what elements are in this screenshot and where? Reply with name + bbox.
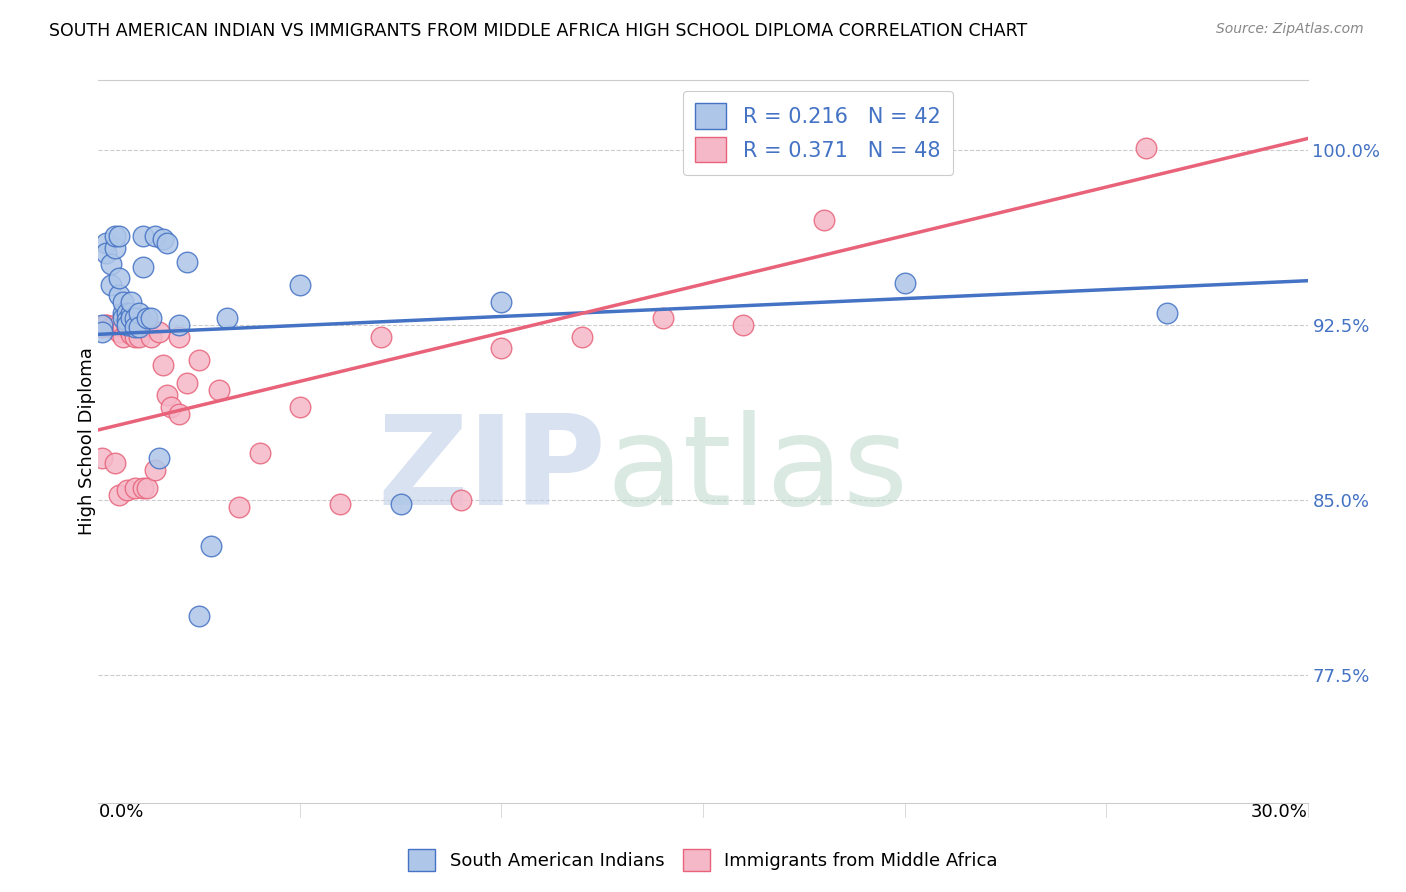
Legend: R = 0.216   N = 42, R = 0.371   N = 48: R = 0.216 N = 42, R = 0.371 N = 48 bbox=[682, 91, 953, 175]
Point bbox=[135, 481, 157, 495]
Point bbox=[132, 229, 155, 244]
Point bbox=[156, 236, 179, 251]
Point bbox=[288, 400, 311, 414]
Point bbox=[100, 320, 122, 334]
Point bbox=[111, 311, 134, 326]
Point bbox=[111, 320, 134, 334]
Point bbox=[111, 294, 134, 309]
Point bbox=[167, 407, 190, 421]
Point bbox=[148, 325, 170, 339]
Point bbox=[107, 318, 129, 332]
Point bbox=[96, 245, 118, 260]
Point bbox=[124, 311, 146, 326]
Point bbox=[96, 318, 118, 332]
Text: SOUTH AMERICAN INDIAN VS IMMIGRANTS FROM MIDDLE AFRICA HIGH SCHOOL DIPLOMA CORRE: SOUTH AMERICAN INDIAN VS IMMIGRANTS FROM… bbox=[49, 22, 1028, 40]
Point bbox=[115, 306, 138, 320]
Text: 30.0%: 30.0% bbox=[1251, 803, 1308, 821]
Y-axis label: High School Diploma: High School Diploma bbox=[79, 348, 96, 535]
Point bbox=[200, 540, 222, 554]
Point bbox=[107, 287, 129, 301]
Point bbox=[115, 320, 138, 334]
Point bbox=[139, 311, 162, 326]
Point bbox=[733, 318, 755, 332]
Point bbox=[128, 329, 150, 343]
Point bbox=[1135, 141, 1157, 155]
Point bbox=[132, 320, 155, 334]
Point bbox=[135, 318, 157, 332]
Point bbox=[128, 306, 150, 320]
Point bbox=[120, 327, 142, 342]
Point bbox=[143, 462, 166, 476]
Text: Source: ZipAtlas.com: Source: ZipAtlas.com bbox=[1216, 22, 1364, 37]
Point bbox=[91, 325, 114, 339]
Point bbox=[389, 498, 412, 512]
Point bbox=[160, 400, 183, 414]
Point bbox=[107, 229, 129, 244]
Point bbox=[329, 498, 352, 512]
Point bbox=[491, 294, 513, 309]
Point bbox=[128, 320, 150, 334]
Point bbox=[143, 229, 166, 244]
Point bbox=[651, 311, 673, 326]
Point bbox=[115, 313, 138, 327]
Point bbox=[176, 376, 198, 391]
Point bbox=[91, 320, 114, 334]
Point bbox=[120, 294, 142, 309]
Point bbox=[288, 278, 311, 293]
Point bbox=[135, 311, 157, 326]
Point bbox=[571, 329, 593, 343]
Point bbox=[128, 318, 150, 332]
Point bbox=[167, 318, 190, 332]
Point bbox=[111, 329, 134, 343]
Point bbox=[107, 325, 129, 339]
Point bbox=[100, 278, 122, 293]
Text: atlas: atlas bbox=[606, 410, 908, 531]
Point bbox=[148, 450, 170, 465]
Point bbox=[120, 318, 142, 332]
Point bbox=[124, 329, 146, 343]
Point bbox=[188, 609, 211, 624]
Point bbox=[249, 446, 271, 460]
Point bbox=[893, 276, 915, 290]
Point bbox=[208, 384, 231, 398]
Point bbox=[132, 481, 155, 495]
Point bbox=[103, 241, 125, 255]
Point bbox=[176, 255, 198, 269]
Point bbox=[91, 318, 114, 332]
Point bbox=[156, 388, 179, 402]
Point bbox=[100, 257, 122, 271]
Point bbox=[103, 456, 125, 470]
Point bbox=[115, 483, 138, 498]
Point bbox=[450, 492, 472, 507]
Point bbox=[120, 311, 142, 326]
Point bbox=[152, 358, 174, 372]
Point bbox=[115, 318, 138, 332]
Point bbox=[188, 353, 211, 368]
Point bbox=[120, 306, 142, 320]
Point bbox=[217, 311, 239, 326]
Point bbox=[103, 229, 125, 244]
Point bbox=[124, 320, 146, 334]
Point bbox=[124, 481, 146, 495]
Point bbox=[228, 500, 250, 514]
Legend: South American Indians, Immigrants from Middle Africa: South American Indians, Immigrants from … bbox=[401, 842, 1005, 879]
Point bbox=[152, 232, 174, 246]
Point bbox=[813, 213, 835, 227]
Point bbox=[107, 271, 129, 285]
Point bbox=[107, 488, 129, 502]
Point bbox=[139, 329, 162, 343]
Point bbox=[91, 450, 114, 465]
Point bbox=[1156, 306, 1178, 320]
Point bbox=[132, 260, 155, 274]
Point bbox=[103, 318, 125, 332]
Point bbox=[111, 306, 134, 320]
Point bbox=[96, 236, 118, 251]
Text: ZIP: ZIP bbox=[378, 410, 606, 531]
Text: 0.0%: 0.0% bbox=[98, 803, 143, 821]
Point bbox=[167, 329, 190, 343]
Point bbox=[124, 320, 146, 334]
Point bbox=[370, 329, 392, 343]
Point bbox=[491, 341, 513, 355]
Point bbox=[96, 318, 118, 332]
